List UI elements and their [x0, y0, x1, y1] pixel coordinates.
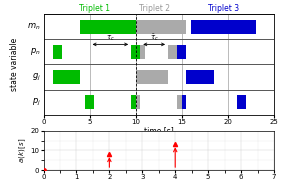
Bar — [237, 95, 246, 109]
Bar — [182, 95, 186, 109]
Bar — [191, 20, 255, 34]
Bar — [177, 95, 182, 109]
Text: Triplet 2: Triplet 2 — [139, 4, 170, 13]
X-axis label: time [s]: time [s] — [144, 126, 174, 135]
Bar — [136, 70, 168, 84]
Bar — [53, 45, 62, 59]
Bar — [168, 45, 177, 59]
Bar — [53, 70, 80, 84]
Text: Triplet 3: Triplet 3 — [208, 4, 239, 13]
Text: $m_n$: $m_n$ — [27, 22, 41, 32]
Text: state variable: state variable — [10, 38, 19, 91]
Bar — [177, 45, 186, 59]
Bar — [80, 20, 136, 34]
Text: $\bar{\tau}_c$: $\bar{\tau}_c$ — [150, 33, 158, 43]
Bar — [186, 70, 214, 84]
Text: Triplet 1: Triplet 1 — [79, 4, 110, 13]
Bar — [136, 20, 186, 34]
Text: $\tau_c$: $\tau_c$ — [106, 34, 115, 43]
Bar — [136, 95, 140, 109]
Bar — [140, 45, 145, 59]
Bar — [131, 45, 140, 59]
Bar — [85, 95, 94, 109]
Text: $g_j$: $g_j$ — [32, 71, 41, 83]
Text: $p_j$: $p_j$ — [32, 96, 41, 108]
Text: $p_n$: $p_n$ — [30, 46, 41, 57]
Y-axis label: $a(k)\,[s]$: $a(k)\,[s]$ — [17, 138, 28, 163]
Bar — [131, 95, 136, 109]
